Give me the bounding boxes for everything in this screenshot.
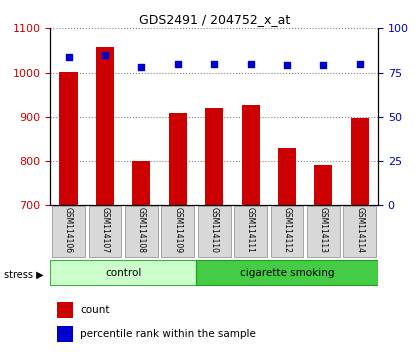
Text: GSM114114: GSM114114 xyxy=(355,207,364,253)
Bar xyxy=(205,108,223,205)
Text: percentile rank within the sample: percentile rank within the sample xyxy=(80,329,256,339)
Text: GSM114108: GSM114108 xyxy=(137,207,146,253)
FancyBboxPatch shape xyxy=(125,206,158,257)
Text: GSM114107: GSM114107 xyxy=(100,207,110,253)
Point xyxy=(138,64,145,70)
Bar xyxy=(57,302,74,318)
FancyBboxPatch shape xyxy=(307,206,340,257)
Text: count: count xyxy=(80,305,109,315)
Text: cigarette smoking: cigarette smoking xyxy=(240,268,334,278)
Bar xyxy=(57,326,74,342)
Text: GSM114106: GSM114106 xyxy=(64,207,73,253)
Text: GSM114112: GSM114112 xyxy=(283,207,291,253)
FancyBboxPatch shape xyxy=(198,206,231,257)
Text: GSM114110: GSM114110 xyxy=(210,207,219,253)
Point xyxy=(357,61,363,67)
Bar xyxy=(241,105,260,205)
Text: GSM114113: GSM114113 xyxy=(319,207,328,253)
Bar xyxy=(278,148,296,205)
Point xyxy=(284,63,290,68)
Point xyxy=(247,61,254,67)
Text: GSM114109: GSM114109 xyxy=(173,207,182,253)
Point xyxy=(102,52,108,58)
Bar xyxy=(96,47,114,205)
FancyBboxPatch shape xyxy=(270,206,303,257)
Point xyxy=(211,61,218,67)
Bar xyxy=(314,165,333,205)
Text: GSM114111: GSM114111 xyxy=(246,207,255,253)
Text: control: control xyxy=(105,268,142,278)
FancyBboxPatch shape xyxy=(50,260,196,285)
FancyBboxPatch shape xyxy=(234,206,267,257)
FancyBboxPatch shape xyxy=(344,206,376,257)
Text: stress ▶: stress ▶ xyxy=(4,269,44,279)
Bar xyxy=(132,161,150,205)
Point xyxy=(174,61,181,67)
Bar xyxy=(60,72,78,205)
Bar xyxy=(169,113,187,205)
FancyBboxPatch shape xyxy=(89,206,121,257)
Point xyxy=(65,54,72,59)
Point xyxy=(320,63,327,68)
Bar xyxy=(351,118,369,205)
FancyBboxPatch shape xyxy=(196,260,378,285)
Title: GDS2491 / 204752_x_at: GDS2491 / 204752_x_at xyxy=(139,13,290,26)
FancyBboxPatch shape xyxy=(161,206,194,257)
FancyBboxPatch shape xyxy=(52,206,85,257)
